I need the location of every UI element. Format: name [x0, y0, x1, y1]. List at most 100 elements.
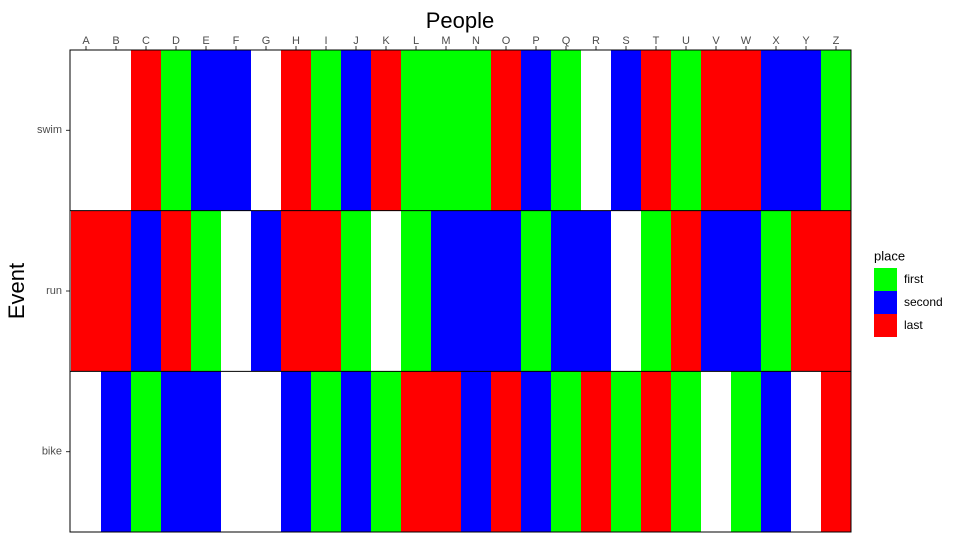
cell [701, 50, 731, 211]
cell [821, 50, 851, 211]
x-tick-label: D [172, 35, 180, 47]
cell [131, 50, 161, 211]
cell [161, 210, 191, 372]
cell [761, 371, 791, 532]
x-tick-label: O [502, 35, 511, 47]
x-tick-label: Y [802, 35, 810, 47]
cell [611, 371, 641, 532]
cell [551, 371, 581, 532]
x-tick-label: S [622, 35, 629, 47]
cell [161, 371, 191, 532]
cell [791, 210, 821, 372]
x-tick-label: X [772, 35, 780, 47]
cell [671, 210, 701, 372]
cell [281, 371, 311, 532]
cell [101, 210, 131, 372]
cell [311, 50, 341, 211]
x-tick-label: V [712, 35, 720, 47]
x-tick-label: E [202, 35, 209, 47]
x-tick-label: P [532, 35, 539, 47]
x-tick-label: T [653, 35, 660, 47]
cell [101, 371, 131, 532]
cell [641, 371, 671, 532]
cell [431, 50, 461, 211]
x-tick-label: G [262, 35, 271, 47]
cell [341, 371, 371, 532]
x-tick-label: Z [833, 35, 840, 47]
cell [521, 50, 551, 211]
cell [761, 210, 791, 372]
x-tick-label: F [233, 35, 240, 47]
cell [251, 210, 281, 372]
cell [311, 210, 341, 372]
x-tick-label: U [682, 35, 690, 47]
cell [551, 210, 581, 372]
x-tick-label: C [142, 35, 150, 47]
cell [521, 210, 551, 372]
x-tick-label: H [292, 35, 300, 47]
cell [341, 210, 371, 372]
cell [281, 50, 311, 211]
y-tick-label: swim [37, 124, 62, 136]
cell [521, 371, 551, 532]
cell [821, 371, 851, 532]
cell [821, 210, 851, 372]
legend-label: second [904, 295, 943, 309]
cell [731, 210, 761, 372]
cell [131, 210, 161, 372]
cell [611, 50, 641, 211]
legend-title: place [874, 248, 905, 263]
legend-label: last [904, 318, 923, 332]
chart-title: People [426, 8, 495, 33]
cell [371, 50, 401, 211]
cell [281, 210, 311, 372]
legend-key [874, 314, 897, 337]
cell [461, 210, 491, 372]
x-tick-label: L [413, 35, 419, 47]
cell [671, 50, 701, 211]
cell [431, 210, 461, 372]
x-tick-label: J [353, 35, 359, 47]
cell [671, 371, 701, 532]
x-tick-label: K [382, 35, 390, 47]
legend-label: first [904, 272, 924, 286]
cell [221, 50, 251, 211]
cell [401, 371, 431, 532]
cell [311, 371, 341, 532]
x-tick-label: R [592, 35, 600, 47]
cell [341, 50, 371, 211]
x-tick-label: I [324, 35, 327, 47]
cell [731, 371, 761, 532]
cell [491, 210, 521, 372]
legend-key [874, 291, 897, 314]
cell [461, 50, 491, 211]
cell [491, 371, 521, 532]
cell [761, 50, 791, 211]
plot-border [69, 49, 852, 533]
cell [461, 371, 491, 532]
cell [431, 371, 461, 532]
cell [641, 50, 671, 211]
cell [371, 371, 401, 532]
cell [581, 210, 611, 372]
cell [191, 50, 221, 211]
cell [731, 50, 761, 211]
x-tick-label: A [82, 35, 90, 47]
cell [791, 50, 821, 211]
cell [161, 50, 191, 211]
cell [191, 210, 221, 372]
y-tick-label: bike [42, 446, 62, 458]
x-tick-label: W [741, 35, 752, 47]
cell [401, 210, 431, 372]
cell [191, 371, 221, 532]
cell [701, 210, 731, 372]
x-tick-label: N [472, 35, 480, 47]
y-axis-title: Event [4, 263, 29, 319]
cell [551, 50, 581, 211]
x-tick-label: M [441, 35, 450, 47]
cell [581, 371, 611, 532]
cell [491, 50, 521, 211]
x-tick-label: B [112, 35, 119, 47]
cell [131, 371, 161, 532]
